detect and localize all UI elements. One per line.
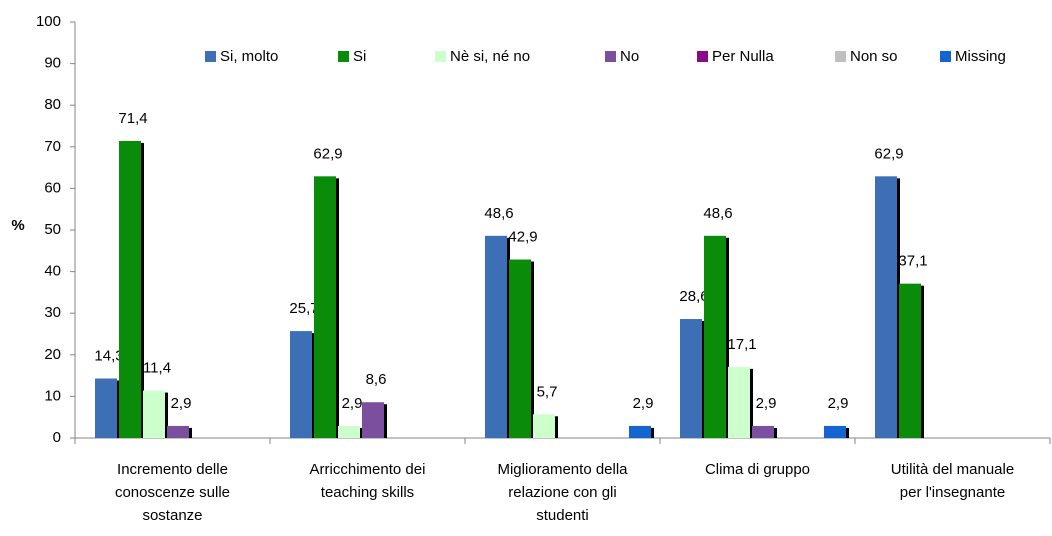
y-tick-label: 0 [53, 429, 61, 446]
legend-swatch [940, 51, 951, 62]
bar [167, 425, 189, 438]
data-label: 2,9 [342, 395, 363, 412]
data-label: 71,4 [118, 110, 147, 127]
data-label: 5,7 [537, 383, 558, 400]
legend-swatch [435, 51, 446, 62]
data-label: 2,9 [633, 395, 654, 412]
legend-label: Si, molto [220, 48, 278, 65]
data-label: 48,6 [484, 205, 513, 222]
bar [314, 176, 336, 438]
y-tick-label: 30 [44, 304, 61, 321]
bar [875, 176, 897, 438]
data-label: 17,1 [727, 336, 756, 353]
bar [752, 425, 774, 438]
legend-label: Non so [850, 48, 898, 65]
legend-label: Missing [955, 48, 1006, 65]
bar [119, 140, 141, 438]
legend-swatch [205, 51, 216, 62]
data-label: 62,9 [874, 145, 903, 162]
legend-swatch [835, 51, 846, 62]
data-label: 2,9 [171, 395, 192, 412]
x-tick-label: Incremento delle conoscenze sulle sostanze [115, 461, 230, 524]
legend-label: Si [353, 48, 366, 65]
bar [704, 235, 726, 438]
data-label: 42,9 [508, 229, 537, 246]
bar [338, 425, 360, 438]
bar [362, 402, 384, 438]
y-tick-label: 10 [44, 387, 61, 404]
bar [95, 378, 117, 438]
y-tick-label: 80 [44, 96, 61, 113]
data-label: 48,6 [703, 205, 732, 222]
bar [509, 259, 531, 438]
legend-swatch [605, 51, 616, 62]
data-label: 28,6 [679, 288, 708, 305]
legend-swatch [338, 51, 349, 62]
legend-label: Per Nulla [712, 48, 774, 65]
data-label: 11,4 [143, 360, 171, 377]
bar [533, 414, 555, 438]
x-tick-label: Clima di gruppo [705, 461, 810, 478]
data-label: 62,9 [313, 145, 342, 162]
data-label: 2,9 [756, 395, 777, 412]
bar [728, 366, 750, 438]
bar [143, 390, 165, 438]
y-tick-label: 60 [44, 179, 61, 196]
data-label: 2,9 [828, 395, 849, 412]
bar [290, 331, 312, 438]
legend-label: No [620, 48, 639, 65]
data-label: 14,3 [94, 347, 123, 364]
data-label: 8,6 [366, 371, 387, 388]
bar [899, 283, 921, 438]
bar [629, 425, 651, 438]
y-tick-label: 40 [44, 263, 61, 280]
y-tick-label: 20 [44, 346, 61, 363]
x-tick-label: Miglioramento della relazione con gli stud… [497, 461, 628, 524]
y-axis-label: % [11, 217, 24, 234]
legend-label: Nè si, né no [450, 48, 530, 65]
y-tick-label: 50 [44, 221, 61, 238]
bar [485, 235, 507, 438]
y-tick-label: 70 [44, 138, 61, 155]
y-tick-label: 90 [44, 55, 61, 72]
y-tick-label: 100 [36, 13, 61, 30]
data-label: 37,1 [898, 253, 927, 270]
x-tick-label: Utilità del manuale per l'insegnante [891, 461, 1014, 501]
bar [680, 319, 702, 438]
legend-swatch [697, 51, 708, 62]
data-label: 25,7 [289, 300, 318, 317]
x-tick-label: Arricchimento dei teaching skills [310, 461, 426, 501]
bar [824, 425, 846, 438]
